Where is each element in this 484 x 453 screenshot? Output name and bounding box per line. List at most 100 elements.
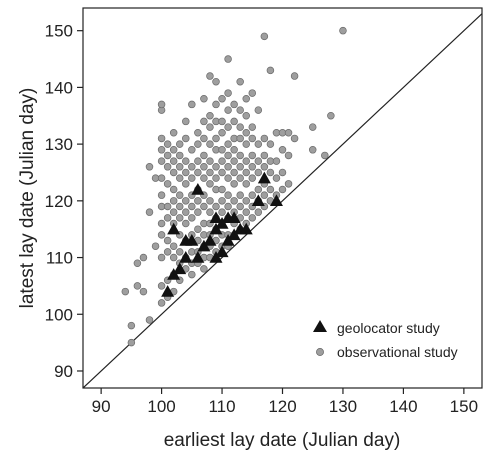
observational-point [230, 117, 238, 126]
observational-point [266, 66, 275, 75]
observational-point [188, 146, 196, 154]
observational-point [182, 197, 190, 205]
y-tick-label: 130 [45, 135, 73, 154]
observational-point [157, 174, 166, 182]
observational-point [236, 163, 244, 171]
observational-point [242, 94, 250, 103]
observational-point [260, 134, 269, 143]
observational-point [194, 225, 202, 233]
observational-point [163, 180, 172, 188]
observational-point [248, 89, 257, 97]
observational-point [278, 168, 287, 177]
observational-point [284, 180, 293, 188]
observational-point [339, 26, 347, 35]
observational-point [248, 151, 257, 160]
observational-point [218, 146, 226, 154]
observational-point [133, 282, 142, 290]
observational-point [169, 157, 178, 165]
observational-point [236, 174, 244, 182]
x-axis-label: earliest lay date (Julian day) [164, 430, 401, 451]
observational-point [224, 163, 232, 171]
legend-triangle-marker [313, 320, 327, 332]
observational-point [290, 72, 299, 80]
observational-point [188, 270, 196, 279]
observational-point [157, 157, 166, 165]
geolocator-point [209, 211, 223, 224]
observational-point [145, 163, 154, 171]
observational-point [182, 134, 190, 143]
legend: geolocator study observational study [313, 320, 458, 360]
x-tick-label: 110 [208, 397, 235, 416]
observational-point [236, 202, 244, 211]
observational-point [224, 55, 232, 63]
observational-point [175, 151, 184, 160]
observational-point [218, 117, 226, 126]
observational-point [175, 248, 184, 256]
x-tick-label: 130 [329, 397, 357, 416]
observational-point [182, 117, 190, 126]
observational-point [224, 89, 232, 97]
y-tick-label: 140 [45, 78, 73, 97]
observational-point [254, 168, 263, 177]
x-tick-label: 90 [92, 397, 111, 416]
observational-point [200, 134, 208, 143]
observational-point [169, 146, 178, 154]
observational-point [242, 208, 250, 216]
x-tick-label: 120 [268, 397, 296, 416]
observational-point [163, 202, 172, 211]
observational-point [242, 129, 250, 137]
observational-point [175, 214, 184, 222]
observational-point [254, 106, 263, 114]
observational-point [248, 134, 257, 143]
observational-point [121, 287, 130, 296]
observational-point [236, 106, 244, 114]
observational-point [230, 146, 238, 154]
observational-point [224, 123, 232, 131]
observational-point [182, 157, 190, 165]
observational-point [308, 123, 317, 131]
observational-point [206, 168, 214, 177]
observational-point [254, 185, 263, 194]
observational-point [206, 180, 214, 188]
observational-point [290, 134, 299, 143]
observational-point [218, 168, 226, 177]
observational-point [236, 191, 244, 199]
geolocator-points [161, 171, 283, 297]
geolocator-point [269, 194, 283, 207]
observational-point [218, 197, 226, 205]
observational-point [224, 174, 232, 182]
observational-point [157, 146, 166, 154]
observational-point [308, 146, 317, 154]
observational-point [212, 174, 220, 182]
observational-point [236, 151, 244, 160]
observational-point [139, 253, 148, 262]
observational-point [260, 163, 269, 171]
observational-point [266, 185, 275, 194]
geolocator-point [185, 234, 199, 246]
observational-point [157, 231, 166, 239]
observational-point [266, 140, 275, 148]
observational-point [145, 208, 154, 216]
geolocator-point [161, 285, 175, 297]
observational-point [236, 77, 244, 86]
x-tick-marks: 90 100 110 120 130 140 150 [92, 388, 478, 416]
y-tick-marks: 90 100 110 120 130 140 150 [45, 22, 83, 381]
observational-point [206, 140, 214, 148]
observational-point [151, 242, 160, 250]
observational-point [182, 219, 190, 228]
observational-point [272, 174, 281, 182]
observational-point [206, 112, 214, 120]
observational-point [188, 163, 196, 171]
geolocator-point [251, 194, 265, 207]
y-tick-label: 100 [45, 305, 73, 324]
observational-point [212, 100, 220, 109]
observational-point [248, 191, 257, 199]
observational-point [200, 265, 208, 273]
observational-point [248, 163, 257, 171]
observational-point [139, 287, 148, 296]
observational-point [163, 140, 172, 148]
observational-point [260, 32, 269, 41]
observational-point [169, 185, 178, 194]
observational-point [212, 202, 220, 211]
